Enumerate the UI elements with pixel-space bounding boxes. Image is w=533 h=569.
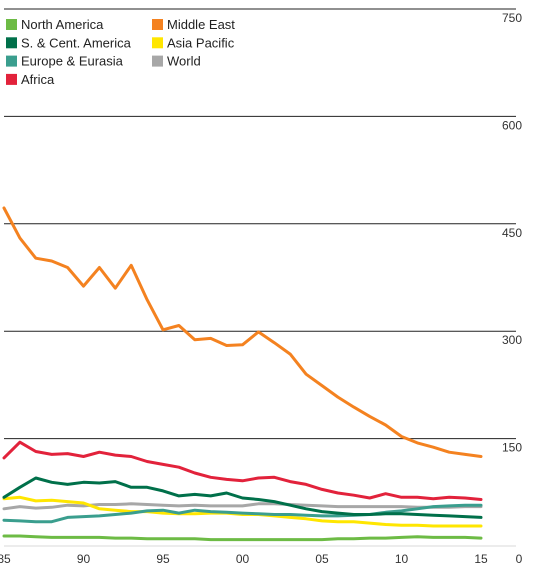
x-tick-label: 90 (77, 552, 91, 566)
y-tick-label: 300 (502, 333, 522, 347)
y-tick-label: 450 (502, 226, 522, 240)
series-line-europe-eurasia (2, 503, 483, 524)
y-tick-label: 600 (502, 118, 522, 132)
x-tick-label: 95 (156, 552, 170, 566)
x-tick-label: 15 (474, 552, 488, 566)
series-lines (2, 206, 483, 542)
legend-swatch-north-america (6, 19, 17, 30)
legend-label-europe-eurasia: Europe & Eurasia (21, 54, 124, 69)
legend-swatch-europe-eurasia (6, 55, 17, 67)
series-line-north-america (2, 534, 483, 542)
legend-swatch-s-cent-america (6, 37, 17, 49)
legend-label-north-america: North America (21, 17, 104, 32)
legend-swatch-world (152, 55, 163, 67)
x-tick-label: 05 (315, 552, 329, 566)
legend-swatch-africa (6, 73, 17, 85)
x-tick-label: 10 (395, 552, 409, 566)
y-tick-label-zero: 0 (516, 552, 523, 566)
legend-swatch-middle-east (152, 19, 163, 30)
legend-label-s-cent-america: S. & Cent. America (21, 35, 132, 50)
legend-label-world: World (167, 54, 201, 69)
x-axis-tick-labels: 85 90 95 00 05 10 15 0 (0, 552, 523, 566)
legend-label-asia-pacific: Asia Pacific (167, 35, 235, 50)
y-tick-label: 750 (502, 11, 522, 25)
y-tick-label: 150 (502, 441, 522, 455)
series-line-s-cent-america (2, 476, 483, 519)
legend-label-middle-east: Middle East (167, 17, 235, 32)
series-line-world (2, 502, 483, 511)
y-axis-tick-labels: 150 300 450 600 750 (502, 11, 522, 455)
gridlines (4, 8, 516, 547)
series-line-middle-east (2, 206, 483, 458)
x-tick-label: 85 (0, 552, 11, 566)
legend-swatch-asia-pacific (152, 37, 163, 49)
legend-label-africa: Africa (21, 72, 55, 87)
series-line-africa (2, 440, 483, 501)
x-tick-label: 00 (236, 552, 250, 566)
legend: North America S. & Cent. America Europe & … (6, 17, 235, 87)
